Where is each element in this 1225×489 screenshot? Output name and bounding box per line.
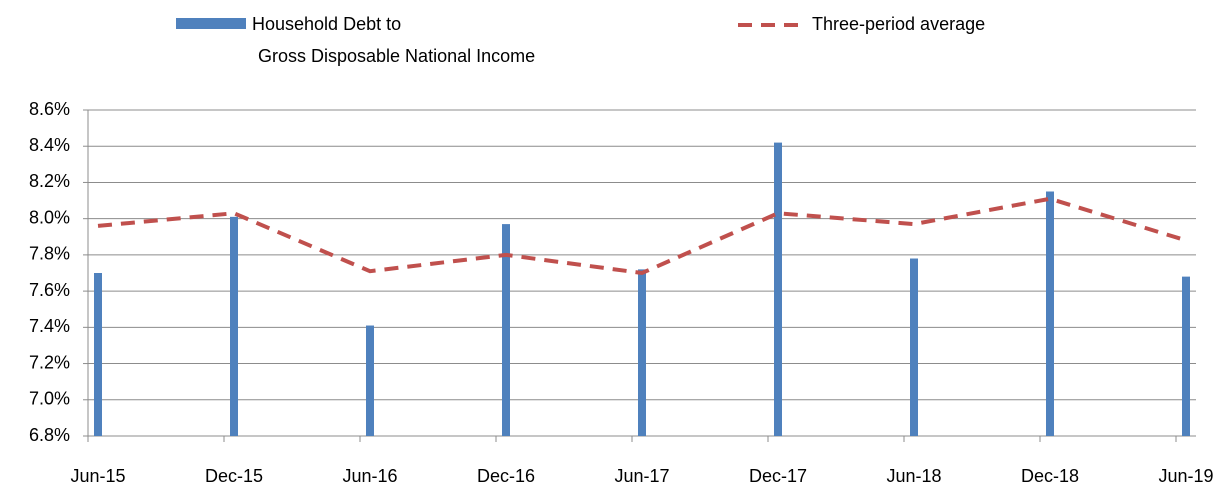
y-tick-label: 8.4% xyxy=(29,135,70,155)
legend-swatch xyxy=(176,18,246,29)
y-tick-label: 7.0% xyxy=(29,389,70,409)
y-tick-label: 7.2% xyxy=(29,352,70,372)
x-tick-label: Jun-17 xyxy=(614,466,669,486)
x-tick-label: Jun-16 xyxy=(342,466,397,486)
bar xyxy=(1046,191,1054,436)
x-tick-label: Dec-18 xyxy=(1021,466,1079,486)
bar xyxy=(502,224,510,436)
x-tick-label: Dec-16 xyxy=(477,466,535,486)
bar xyxy=(910,258,918,436)
y-tick-label: 8.6% xyxy=(29,99,70,119)
x-tick-label: Jun-18 xyxy=(886,466,941,486)
bar xyxy=(366,325,374,436)
bar xyxy=(774,142,782,436)
y-tick-label: 7.8% xyxy=(29,244,70,264)
y-tick-label: 7.6% xyxy=(29,280,70,300)
legend-label: Household Debt to Gross Disposable Nation… xyxy=(252,14,535,66)
x-tick-label: Dec-17 xyxy=(749,466,807,486)
x-tick-label: Jun-15 xyxy=(70,466,125,486)
y-tick-label: 8.0% xyxy=(29,207,70,227)
y-tick-label: 8.2% xyxy=(29,171,70,191)
legend-label: Three-period average xyxy=(812,14,985,34)
y-tick-label: 7.4% xyxy=(29,316,70,336)
bar xyxy=(230,216,238,436)
x-tick-label: Jun-19 xyxy=(1158,466,1213,486)
x-tick-label: Dec-15 xyxy=(205,466,263,486)
y-tick-label: 6.8% xyxy=(29,425,70,445)
bar xyxy=(94,273,102,436)
bar xyxy=(638,269,646,436)
average-line xyxy=(97,196,1187,276)
bar xyxy=(1182,276,1190,436)
